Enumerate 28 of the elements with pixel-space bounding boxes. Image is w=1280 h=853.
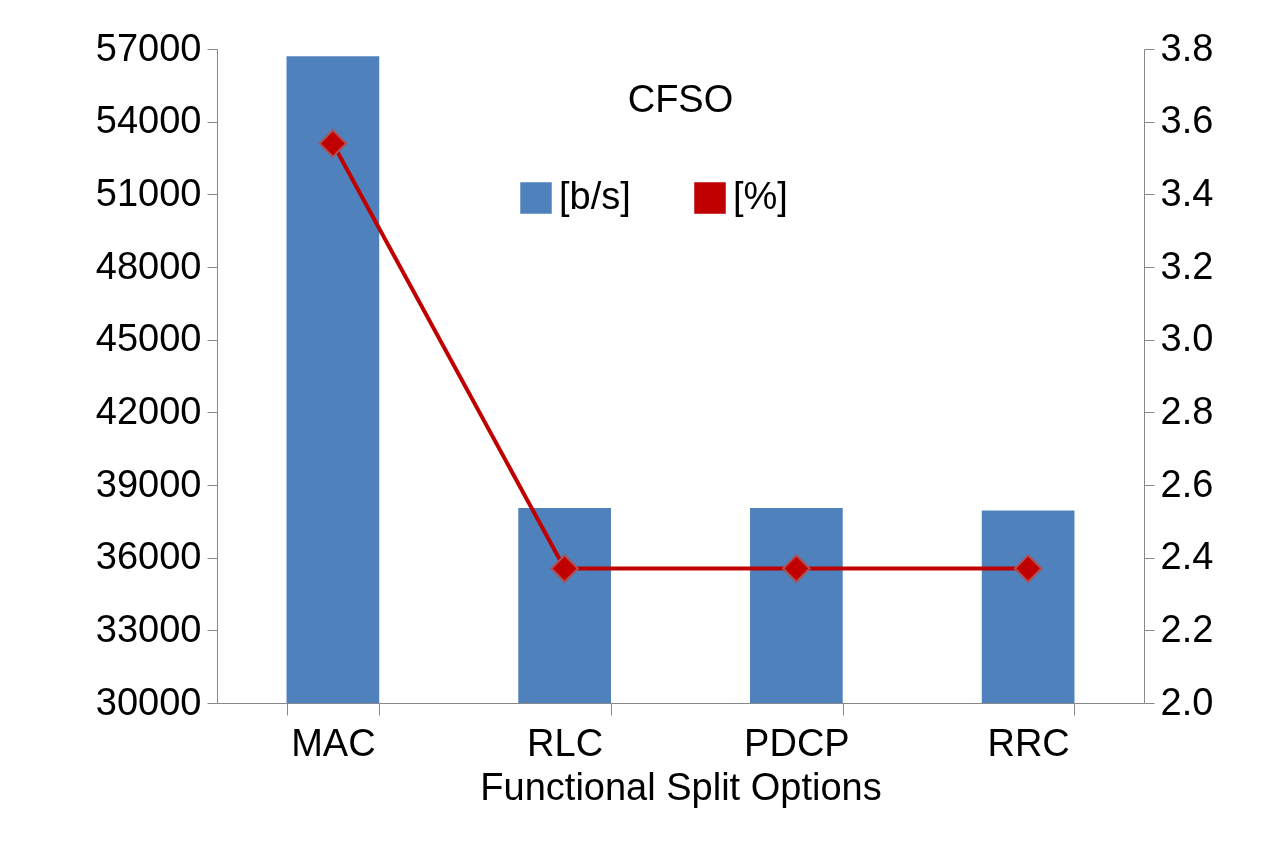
y2-tick-label: 3.2 xyxy=(1160,244,1214,287)
y2-tick-label: 2.8 xyxy=(1160,389,1214,432)
legend-label: [%] xyxy=(733,175,788,217)
y-tick-label: 54000 xyxy=(95,99,202,142)
x-tick-label: RRC xyxy=(987,721,1070,764)
y-tick-label: 51000 xyxy=(95,171,202,214)
y-tick-label: 39000 xyxy=(95,462,202,505)
y2-tick-label: 2.2 xyxy=(1160,607,1214,650)
y2-tick-label: 2.0 xyxy=(1160,680,1214,723)
y2-tick-label: 3.6 xyxy=(1160,99,1214,142)
y-tick-label: 30000 xyxy=(95,680,202,723)
y-tick-label: 42000 xyxy=(95,389,202,432)
x-tick-label: RLC xyxy=(527,721,604,764)
y2-tick-label: 3.4 xyxy=(1160,171,1214,214)
x-axis-title: Functional Split Options xyxy=(480,765,882,808)
y-tick-label: 33000 xyxy=(95,607,202,650)
y2-tick-label: 3.8 xyxy=(1160,26,1214,69)
y-tick-label: 48000 xyxy=(95,244,202,287)
x-tick-label: MAC xyxy=(291,721,376,764)
y-tick-label: 45000 xyxy=(95,317,202,360)
text: CFSO xyxy=(627,78,734,120)
y2-tick-label: 3.0 xyxy=(1160,317,1214,360)
x-tick-label: PDCP xyxy=(744,721,850,764)
legend-label: [b/s] xyxy=(559,175,631,217)
y-tick-label: 36000 xyxy=(95,535,202,578)
y2-tick-label: 2.6 xyxy=(1160,462,1214,505)
y-tick-label: 57000 xyxy=(95,26,202,69)
y2-tick-label: 2.4 xyxy=(1160,535,1214,578)
